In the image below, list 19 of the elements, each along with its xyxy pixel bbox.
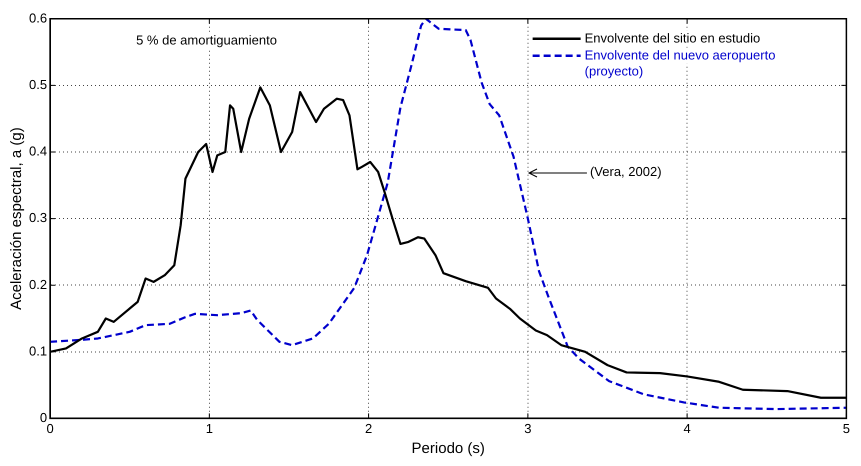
y-tick-label: 0.4 [28,144,48,159]
x-tick-label: 5 [842,420,850,436]
y-axis-title: Aceleración espectral, a (g) [8,127,26,310]
annotation: (Vera, 2002) [590,164,662,180]
x-tick-label: 1 [206,420,213,436]
x-axis-title: Periodo (s) [412,440,485,458]
y-tick-label: 0.5 [28,76,48,92]
legend-label: Envolvente del sitio en estudio [584,30,760,46]
y-tick-label: 0.2 [28,276,48,292]
x-tick-label: 3 [524,420,532,436]
y-tick-label: 0.3 [28,210,48,226]
y-tick-label: 0.6 [28,10,48,26]
legend-label: Envolvente del nuevo aeropuerto (proyecto) [584,47,776,78]
y-tick-label: 0 [40,410,48,425]
y-tick-label: 0.1 [28,343,48,358]
annotation: 5 % de amortiguamiento [136,32,277,48]
x-tick-label: 2 [364,420,372,436]
line-series [50,18,846,410]
x-tick-label: 4 [684,420,691,436]
